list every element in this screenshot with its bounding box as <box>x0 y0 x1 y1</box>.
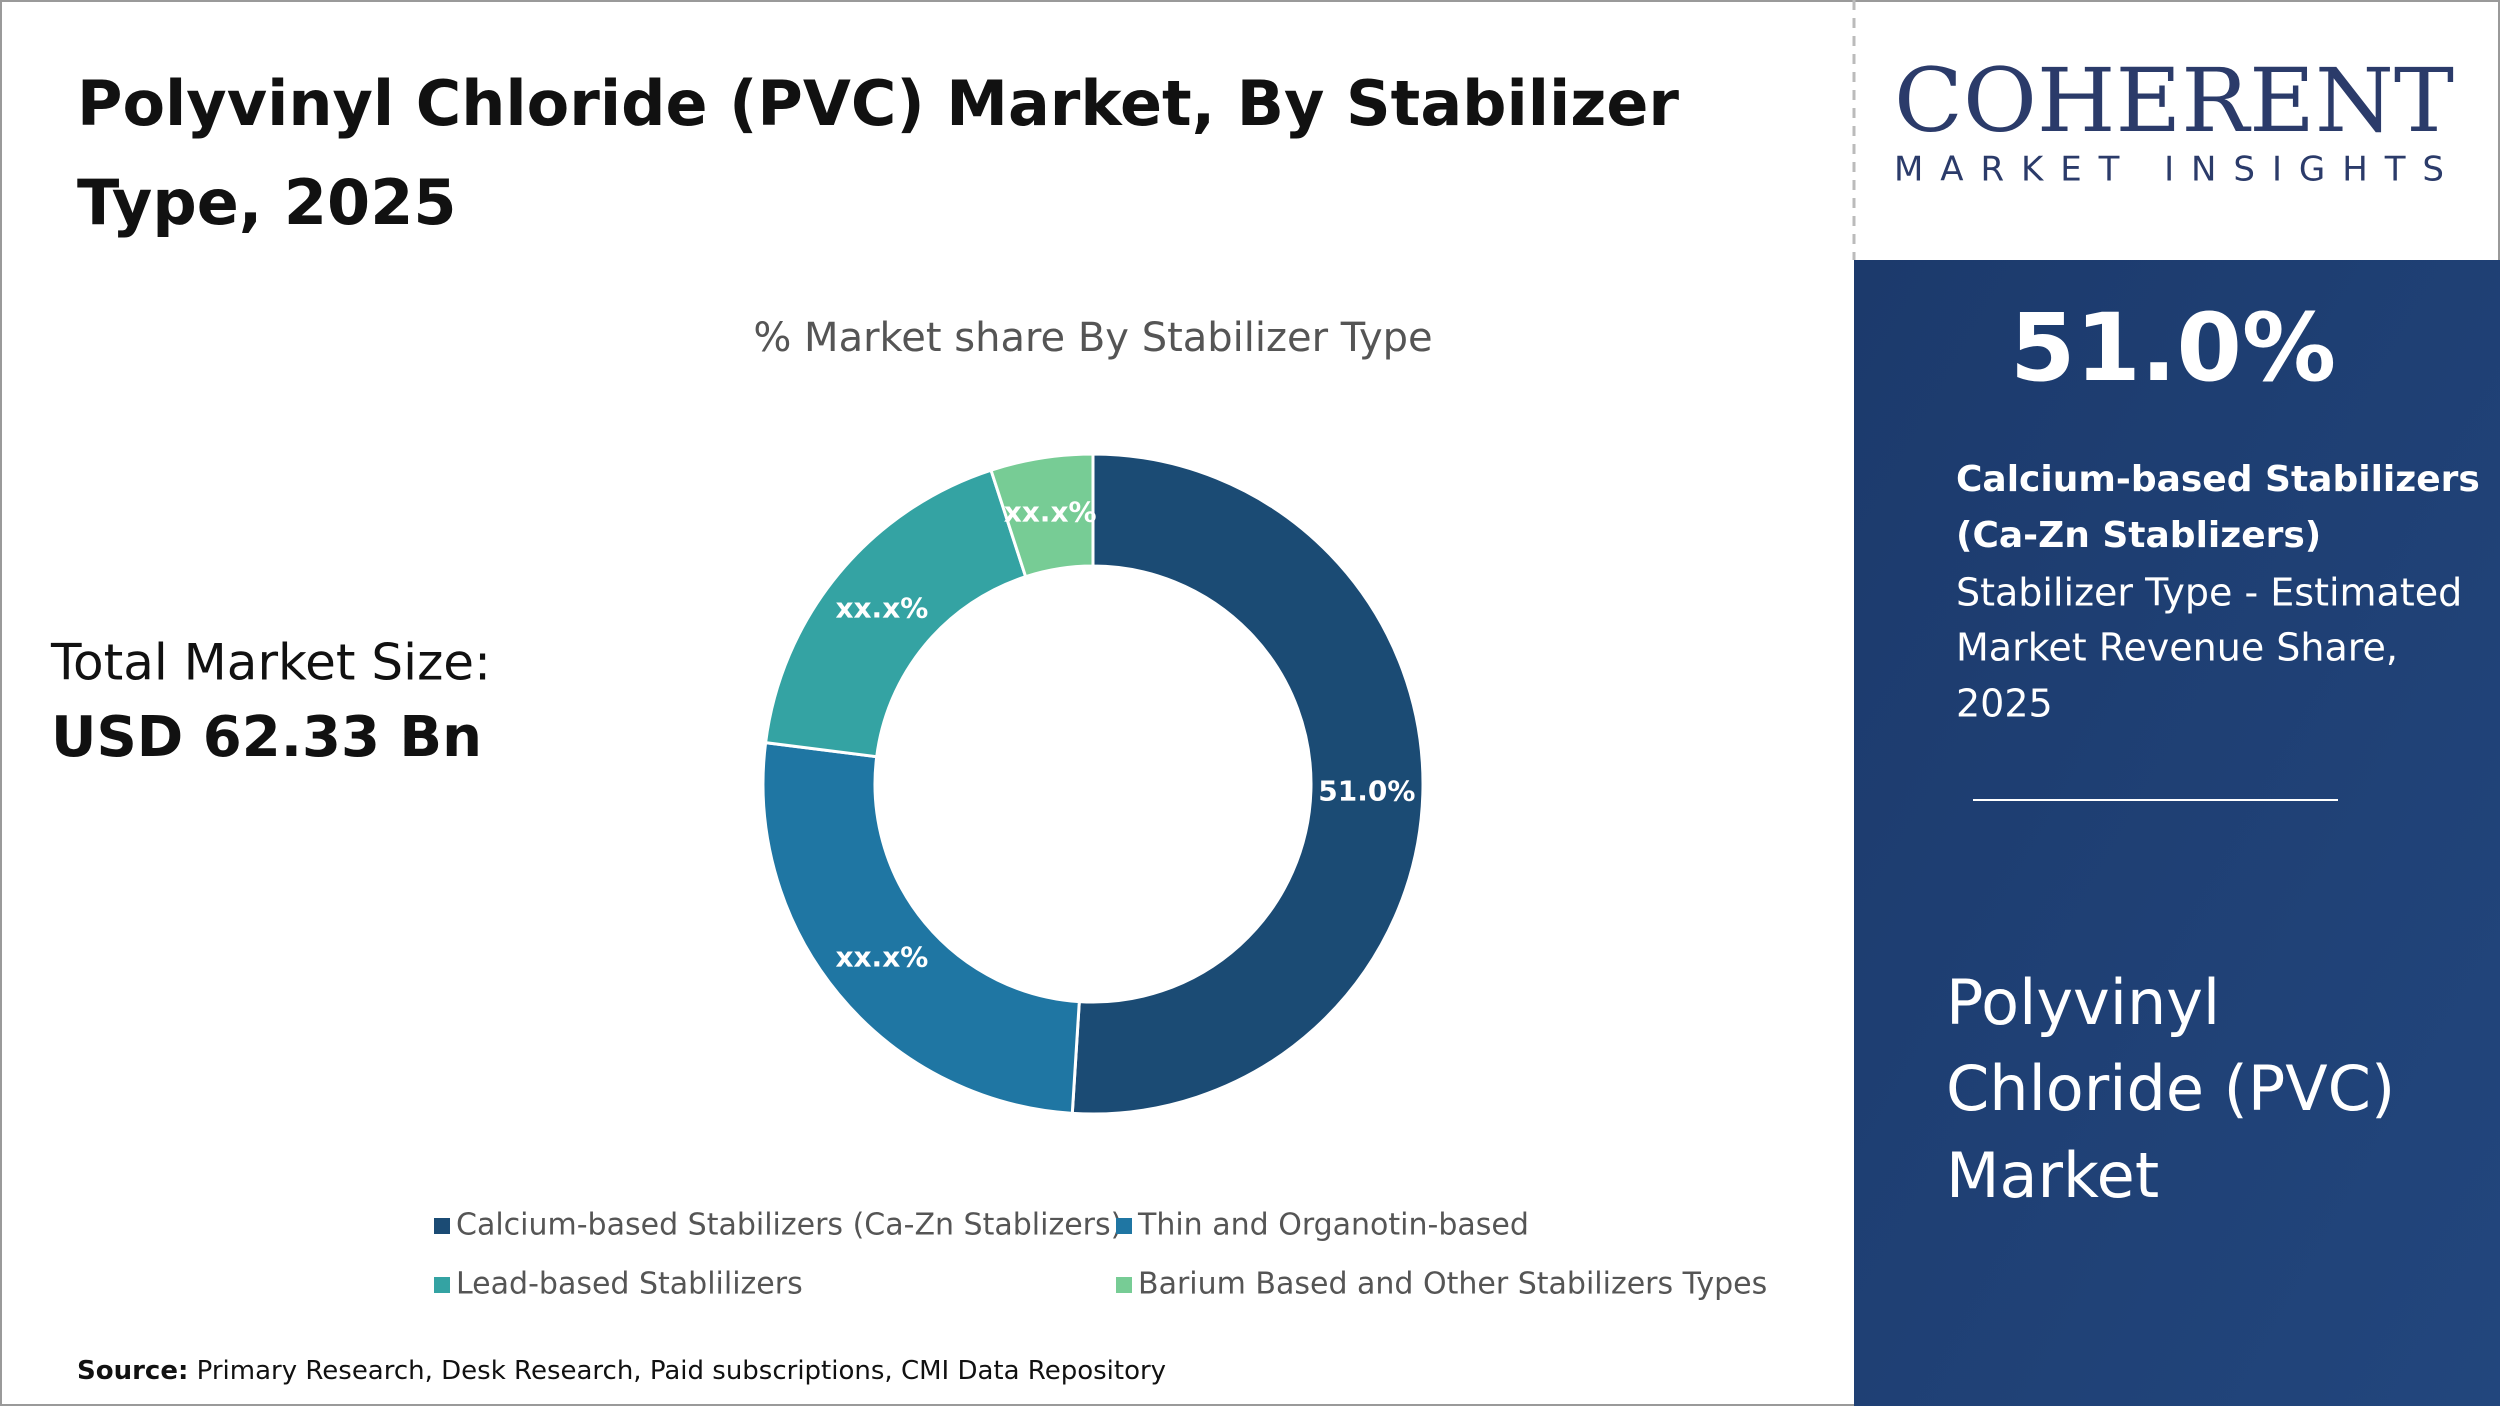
market-name: Market <box>1946 1139 2159 1212</box>
subtitle: % Market share By Stabilizer Type <box>753 315 1432 361</box>
highlight-description: 2025 <box>1956 682 2053 726</box>
highlight-value: 51.0% <box>2010 294 2336 403</box>
source: Source: Primary Research, Desk Research,… <box>77 1356 1166 1386</box>
title: Polyvinyl Chloride (PVC) Market, By Stab… <box>77 67 1679 140</box>
legend-label: Barium Based and Other Stabilizers Types <box>1138 1267 1767 1302</box>
data-label: xx.x% <box>835 941 928 974</box>
data-label: xx.x% <box>835 591 928 624</box>
source-text: Primary Research, Desk Research, Paid su… <box>197 1356 1166 1386</box>
highlight-description: Market Revenue Share, <box>1956 626 2398 670</box>
donut-slice <box>761 740 1081 1115</box>
market-size-value: USD 62.33 Bn <box>51 705 482 770</box>
data-label: 51.0% <box>1318 775 1415 808</box>
market-name: Chloride (PVC) <box>1946 1052 2395 1125</box>
legend-swatch <box>1116 1218 1132 1234</box>
highlight-segment: Calcium-based Stabilizers <box>1956 459 2480 500</box>
title: Type, 2025 <box>77 166 456 239</box>
highlight-segment: (Ca-Zn Stablizers) <box>1956 515 2321 556</box>
donut-slice <box>1070 452 1425 1116</box>
market-name: Polyvinyl <box>1946 966 2220 1039</box>
legend-swatch <box>434 1277 450 1293</box>
legend-label: Lead-based Stablilizers <box>456 1267 803 1302</box>
market-size-label: Total Market Size: <box>50 634 491 692</box>
legend-swatch <box>1116 1277 1132 1293</box>
data-label: xx.x% <box>1004 495 1097 528</box>
logo-name: COHERENT <box>1894 49 2454 152</box>
side-panel <box>1854 260 2500 1406</box>
logo-tagline: MARKET INSIGHTS <box>1894 150 2454 190</box>
highlight-description: Stabilizer Type - Estimated <box>1956 571 2462 615</box>
source-label: Source: <box>77 1356 188 1386</box>
donut-slice <box>989 452 1095 579</box>
legend-swatch <box>434 1218 450 1234</box>
legend-label: Calcium-based Stabilizers (Ca-Zn Stabliz… <box>456 1208 1122 1243</box>
legend-label: Thin and Organotin-based <box>1137 1208 1529 1243</box>
